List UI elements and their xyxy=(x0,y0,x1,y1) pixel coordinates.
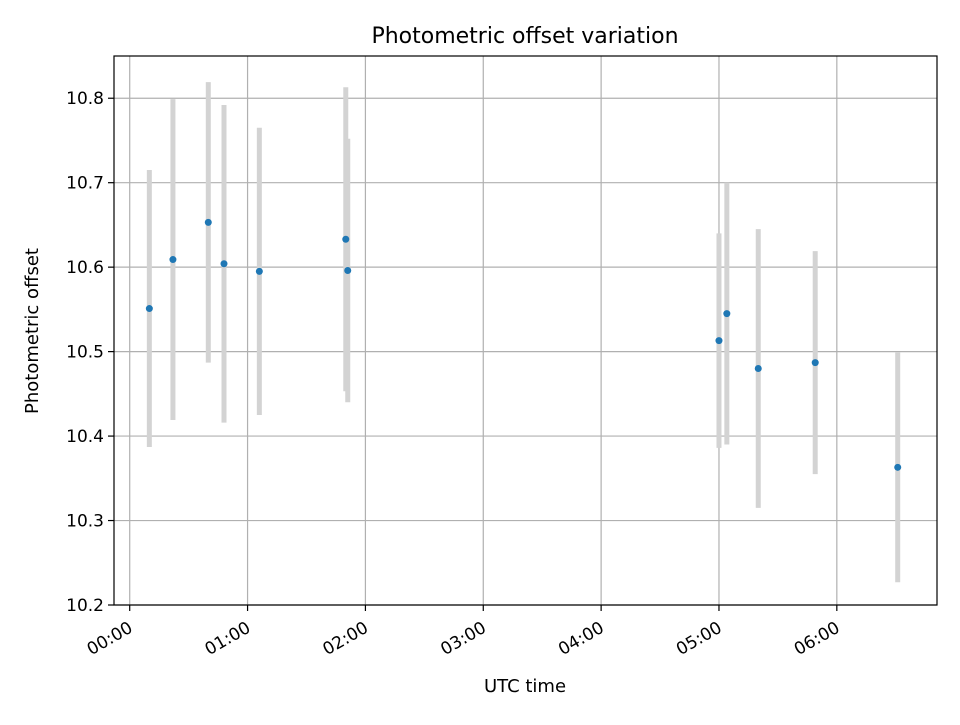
x-tick-label: 01:00 xyxy=(202,618,254,660)
data-point xyxy=(723,310,731,318)
plot-frame xyxy=(113,55,938,606)
y-tick-label: 10.2 xyxy=(66,596,104,616)
data-point xyxy=(342,235,350,243)
y-tick-label: 10.4 xyxy=(66,427,104,447)
data-point xyxy=(894,463,902,471)
data-point xyxy=(169,256,177,264)
y-tick-label: 10.3 xyxy=(66,512,104,532)
chart-title: Photometric offset variation xyxy=(371,24,678,49)
data-points xyxy=(145,218,902,471)
y-tick-label: 10.7 xyxy=(66,174,104,194)
x-tick-label: 04:00 xyxy=(555,618,607,660)
y-tick-label: 10.5 xyxy=(66,343,104,363)
x-tick-label: 00:00 xyxy=(84,618,136,660)
data-point xyxy=(344,267,352,275)
data-point xyxy=(204,218,212,226)
data-point xyxy=(220,260,228,268)
x-tick-label: 05:00 xyxy=(673,618,725,660)
data-point xyxy=(255,267,263,275)
x-tick-label: 02:00 xyxy=(319,618,371,660)
y-tick-label: 10.8 xyxy=(66,89,104,109)
y-axis-label: Photometric offset xyxy=(22,248,43,414)
data-point xyxy=(754,365,762,373)
x-axis-label: UTC time xyxy=(484,676,566,697)
data-point xyxy=(145,305,153,313)
y-tick-label: 10.6 xyxy=(66,258,104,278)
error-bars xyxy=(146,82,901,583)
data-point xyxy=(811,359,819,367)
x-tick-label: 06:00 xyxy=(791,618,843,660)
data-point xyxy=(715,337,723,345)
x-tick-label: 03:00 xyxy=(437,618,489,660)
